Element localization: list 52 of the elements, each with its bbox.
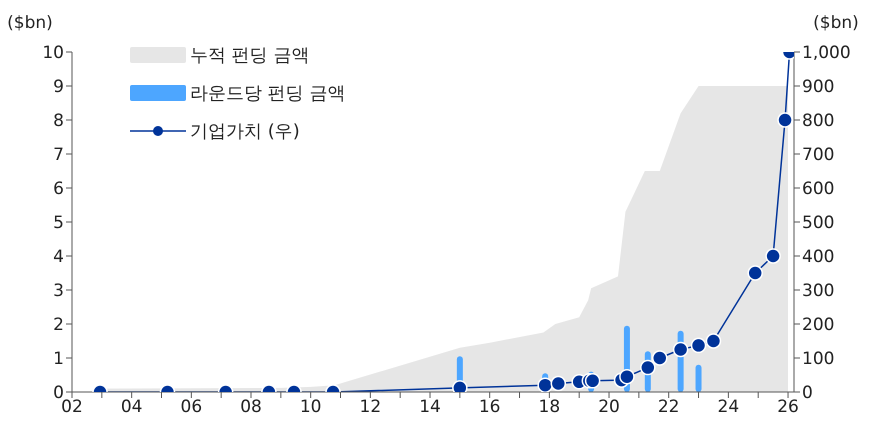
point	[765, 248, 781, 264]
y2-tick-label: 0	[802, 383, 813, 404]
y2-tick-label: 300	[802, 281, 834, 302]
y-tick-label: 0	[53, 383, 64, 404]
y-tick-label: 8	[53, 111, 64, 132]
point	[706, 333, 722, 349]
bar	[696, 364, 702, 392]
x-tick-label: 06	[180, 397, 202, 418]
point	[690, 338, 706, 354]
y2-tick-label: 1,000	[802, 43, 851, 64]
y2-tick-label: 500	[802, 213, 834, 234]
legend-label: 기업가치 (우)	[190, 120, 300, 143]
y-tick-label: 9	[53, 77, 64, 98]
y-tick-label: 6	[53, 179, 64, 200]
y-tick-label: 7	[53, 145, 64, 166]
point	[640, 360, 656, 376]
y-tick-label: 10	[42, 43, 64, 64]
y2-tick-label: 600	[802, 179, 834, 200]
point	[747, 265, 763, 281]
y2-tick-label: 400	[802, 247, 834, 268]
x-tick-label: 10	[300, 397, 322, 418]
x-tick-label: 08	[240, 397, 262, 418]
point	[537, 377, 553, 392]
x-tick-label: 14	[419, 397, 441, 418]
y-tick-label: 3	[53, 281, 64, 302]
y-tick-label: 4	[53, 247, 64, 268]
x-tick-label: 26	[777, 397, 799, 418]
y2-tick-label: 900	[802, 77, 834, 98]
point	[652, 350, 668, 366]
point	[672, 342, 688, 358]
y-axis-title: ($bn)	[7, 13, 53, 33]
x-tick-label: 22	[658, 397, 680, 418]
y2-tick-label: 700	[802, 145, 834, 166]
y-tick-label: 5	[53, 213, 64, 234]
x-tick-label: 02	[61, 397, 83, 418]
point	[619, 368, 635, 384]
x-tick-label: 24	[718, 397, 740, 418]
legend-label: 라운드당 펀딩 금액	[190, 82, 346, 105]
point	[550, 376, 566, 392]
y2-tick-label: 100	[802, 349, 834, 370]
x-tick-label: 16	[478, 397, 501, 418]
x-tick-label: 18	[538, 397, 560, 418]
y-tick-label: 2	[53, 315, 64, 336]
point	[584, 373, 600, 389]
legend-label: 누적 펀딩 금액	[190, 44, 310, 67]
x-tick-label: 12	[360, 397, 382, 418]
x-tick-label: 20	[598, 397, 620, 418]
y2-tick-label: 200	[802, 315, 834, 336]
y-tick-label: 1	[53, 349, 64, 370]
y2-axis-title: ($bn)	[813, 13, 859, 33]
x-tick-label: 04	[120, 397, 142, 418]
y2-tick-label: 800	[802, 111, 834, 132]
